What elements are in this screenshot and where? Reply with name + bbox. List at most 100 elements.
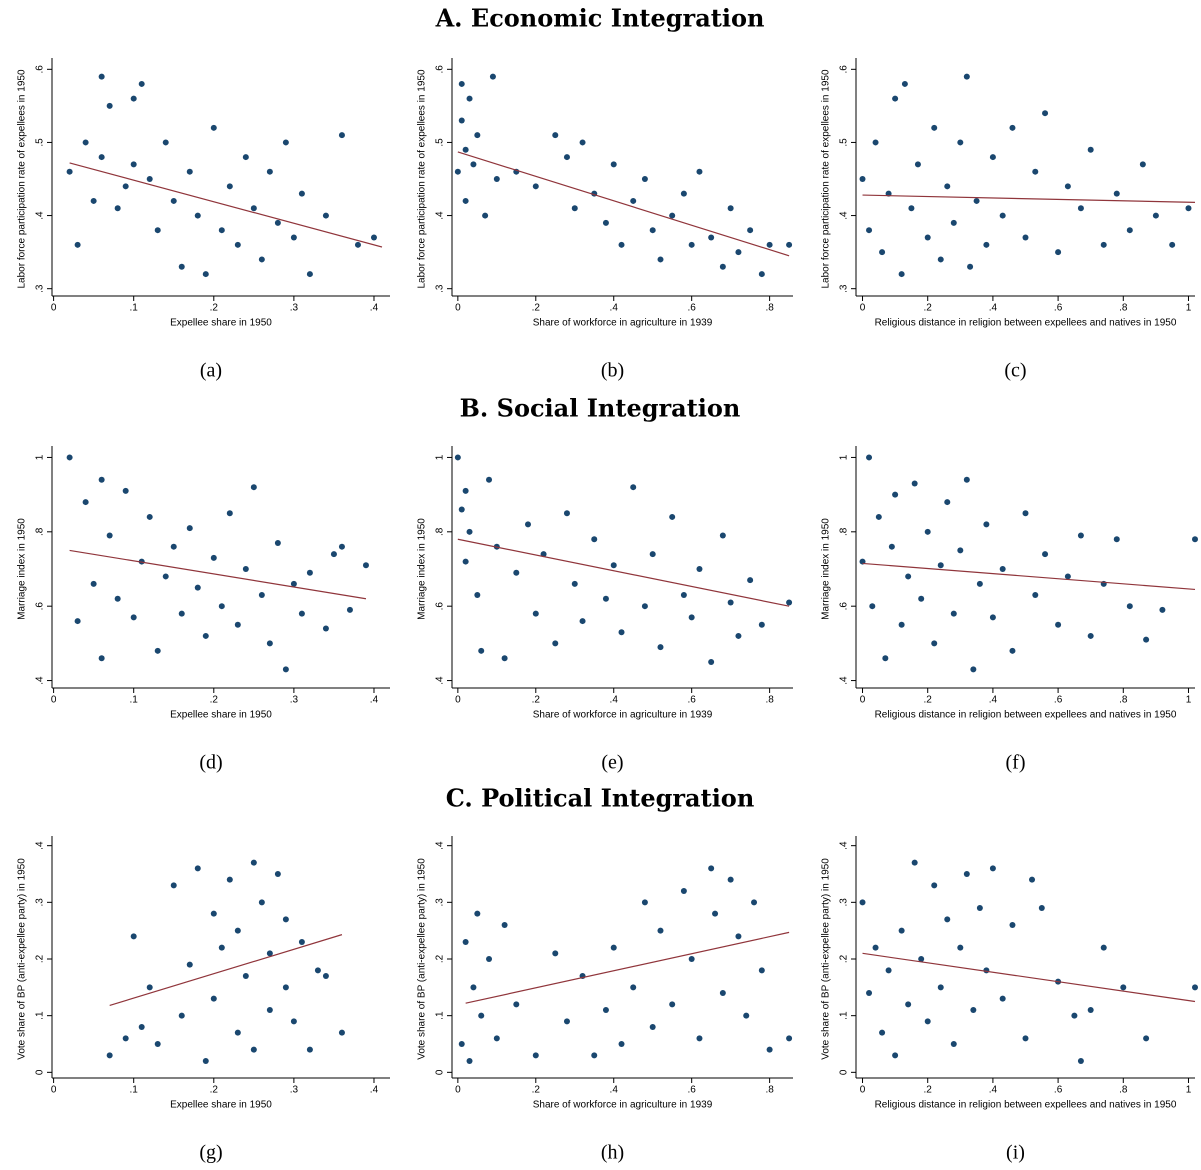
point bbox=[306, 1046, 313, 1053]
point bbox=[130, 95, 137, 102]
x-tick-label: .1 bbox=[130, 695, 139, 706]
point bbox=[170, 882, 177, 889]
point bbox=[194, 584, 201, 591]
point bbox=[282, 666, 289, 673]
point bbox=[989, 154, 996, 161]
point bbox=[162, 573, 169, 580]
x-axis-label: Expellee share in 1950 bbox=[170, 318, 272, 329]
point bbox=[466, 528, 473, 535]
point bbox=[338, 543, 345, 550]
point bbox=[186, 525, 193, 532]
point bbox=[571, 205, 578, 212]
point bbox=[931, 640, 938, 647]
point bbox=[513, 569, 520, 576]
point bbox=[1032, 168, 1039, 175]
point bbox=[735, 933, 742, 940]
point bbox=[154, 647, 161, 654]
x-tick-label: .6 bbox=[688, 695, 697, 706]
point bbox=[466, 95, 473, 102]
x-axis-label: Religious distance in religion between e… bbox=[875, 1100, 1177, 1111]
point bbox=[970, 1007, 977, 1013]
point bbox=[258, 899, 265, 906]
x-axis-label: Share of workforce in agriculture in 193… bbox=[533, 1100, 713, 1111]
x-axis-label: Share of workforce in agriculture in 193… bbox=[533, 710, 713, 721]
x-tick-label: 0 bbox=[860, 303, 866, 314]
point bbox=[973, 197, 980, 204]
x-tick-label: .2 bbox=[210, 695, 219, 706]
point bbox=[696, 566, 703, 572]
x-tick-label: .2 bbox=[532, 1085, 541, 1096]
y-tick-label: .1 bbox=[435, 1011, 446, 1020]
point bbox=[989, 614, 996, 621]
x-tick-label: .8 bbox=[765, 1085, 774, 1096]
point bbox=[1042, 551, 1049, 558]
point bbox=[937, 984, 944, 991]
point bbox=[696, 1035, 703, 1042]
point bbox=[138, 1024, 145, 1030]
fit-line bbox=[465, 931, 790, 1004]
point bbox=[210, 124, 217, 131]
panel-label: (c) bbox=[1004, 360, 1026, 382]
y-tick-label: .4 bbox=[435, 676, 446, 685]
point bbox=[879, 249, 886, 256]
point bbox=[924, 528, 931, 535]
point bbox=[66, 454, 73, 461]
x-tick-label: .6 bbox=[1054, 695, 1063, 706]
point bbox=[649, 1024, 656, 1030]
point bbox=[708, 658, 715, 665]
point bbox=[1009, 647, 1016, 654]
point bbox=[486, 956, 493, 962]
point bbox=[859, 176, 866, 182]
point bbox=[872, 944, 879, 951]
point bbox=[908, 205, 915, 212]
point bbox=[747, 227, 754, 234]
point bbox=[306, 271, 313, 278]
point bbox=[1032, 592, 1039, 599]
point bbox=[1126, 227, 1133, 234]
point bbox=[370, 234, 377, 241]
point bbox=[735, 632, 742, 639]
point bbox=[879, 1029, 886, 1036]
y-tick-label: .3 bbox=[839, 284, 850, 293]
point bbox=[1192, 536, 1198, 543]
point bbox=[98, 476, 105, 483]
point bbox=[130, 933, 137, 940]
point bbox=[474, 132, 481, 139]
point bbox=[489, 73, 496, 80]
x-tick-label: .4 bbox=[610, 695, 619, 706]
y-tick-label: .4 bbox=[35, 211, 46, 220]
y-tick-label: .5 bbox=[839, 138, 850, 147]
x-tick-label: 0 bbox=[51, 695, 57, 706]
point bbox=[866, 990, 873, 996]
point bbox=[106, 532, 113, 539]
x-tick-label: .8 bbox=[765, 303, 774, 314]
point bbox=[869, 603, 876, 610]
y-tick-label: .3 bbox=[35, 898, 46, 907]
point bbox=[950, 1041, 957, 1047]
x-tick-label: .4 bbox=[610, 303, 619, 314]
point bbox=[914, 161, 921, 168]
x-tick-label: .4 bbox=[989, 303, 998, 314]
point bbox=[290, 1018, 297, 1025]
point bbox=[563, 154, 570, 161]
x-tick-label: .4 bbox=[610, 1085, 619, 1096]
point bbox=[242, 973, 249, 979]
point bbox=[98, 154, 105, 161]
x-tick-label: .4 bbox=[989, 695, 998, 706]
point bbox=[963, 476, 970, 483]
point bbox=[66, 168, 73, 175]
x-tick-label: .3 bbox=[290, 695, 299, 706]
fit-line bbox=[109, 934, 343, 1007]
x-tick-label: .8 bbox=[1119, 695, 1128, 706]
point bbox=[266, 640, 273, 647]
point bbox=[696, 168, 703, 175]
point bbox=[298, 939, 305, 945]
point bbox=[1022, 510, 1029, 517]
point bbox=[210, 910, 217, 917]
fit-line bbox=[69, 549, 367, 600]
panel-label: (a) bbox=[200, 360, 222, 382]
point bbox=[470, 161, 477, 168]
point bbox=[957, 944, 964, 951]
x-axis-label: Religious distance in religion between e… bbox=[875, 318, 1177, 329]
section-title: B. Social Integration bbox=[460, 394, 741, 423]
